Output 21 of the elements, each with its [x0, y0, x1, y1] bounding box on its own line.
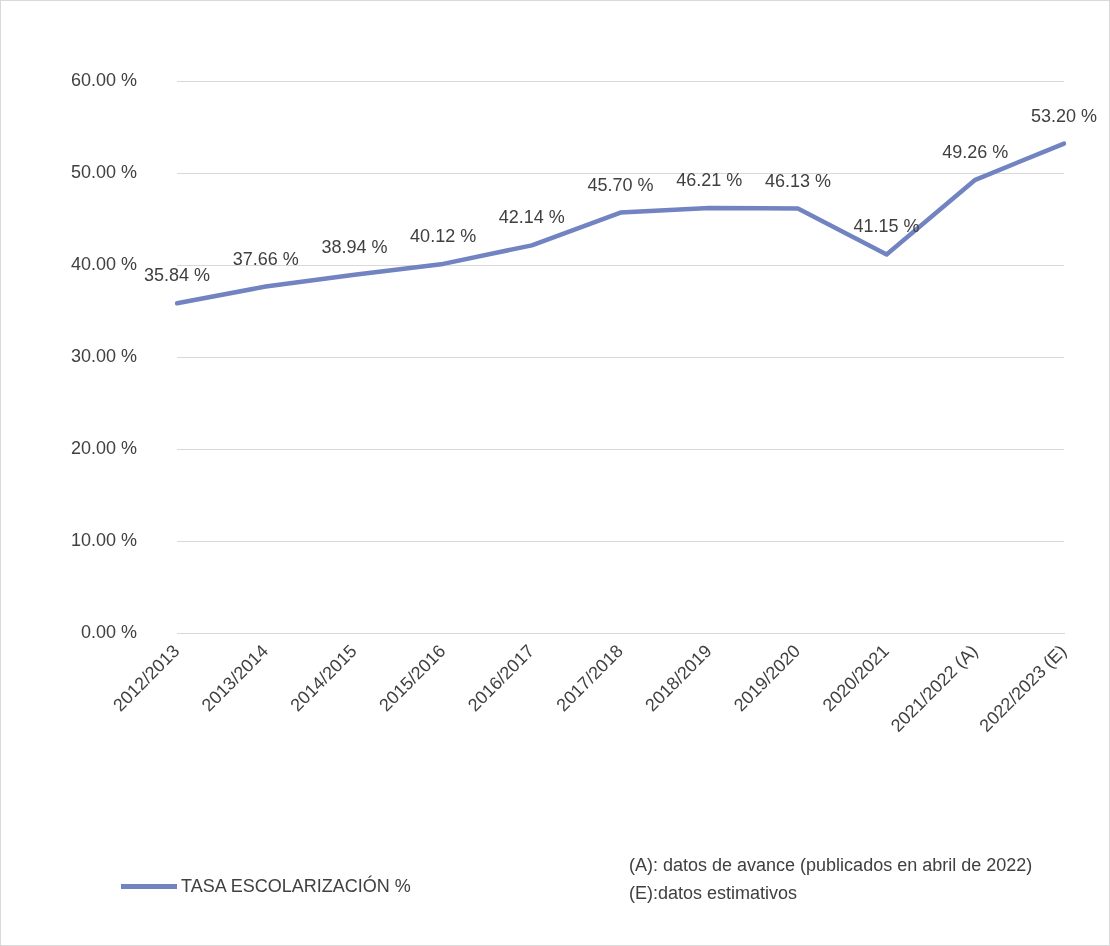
y-tick-label: 50.00 % [70, 161, 138, 182]
data-label: 37.66 % [232, 248, 299, 269]
data-label: 35.84 % [144, 265, 211, 286]
y-tick-label: 0.00 % [81, 622, 138, 643]
text: (E):datos estimativos [629, 882, 799, 905]
data-label: 42.14 % [498, 207, 565, 228]
data-label: 45.70 % [587, 174, 654, 195]
text: (A): datos de avance (publicados en abril de 2022) [629, 854, 1033, 877]
legend-label: TASA ESCOLARIZACIÓN % [181, 876, 411, 897]
data-label: 46.13 % [764, 170, 831, 191]
y-tick-label: 60.00 % [70, 69, 138, 90]
y-tick-label: 20.00 % [70, 438, 138, 459]
y-tick-label: 10.00 % [70, 530, 138, 551]
data-label: 46.21 % [676, 169, 743, 190]
data-label: 53.20 % [1030, 105, 1098, 126]
y-tick-label: 40.00 % [70, 253, 138, 274]
y-tick-label: 30.00 % [70, 346, 138, 366]
data-label: 41.15 % [853, 216, 920, 237]
data-label: 40.12 % [410, 225, 477, 246]
data-label: 38.94 % [321, 236, 388, 257]
data-label: 49.26 % [942, 141, 1009, 162]
